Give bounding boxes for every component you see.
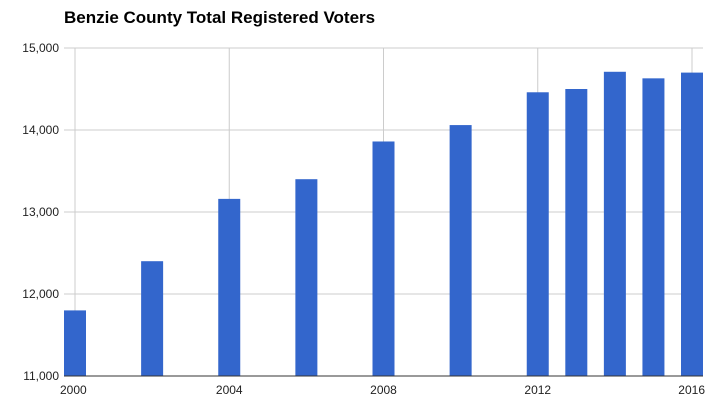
x-tick-label: 2000 [60, 383, 87, 397]
bar-2010 [449, 125, 472, 376]
x-tick-label: 2012 [524, 383, 551, 397]
y-tick-label: 15,000 [22, 41, 59, 55]
bar-2004 [218, 198, 241, 376]
bar-2014 [603, 71, 626, 376]
bar-2016 [681, 72, 703, 376]
y-tick-label: 11,000 [23, 369, 59, 383]
y-tick-label: 12,000 [22, 287, 59, 301]
y-tick-label: 13,000 [22, 205, 59, 219]
bar-2008 [372, 141, 395, 376]
bar-2012 [526, 92, 549, 376]
x-tick-label: 2008 [370, 383, 397, 397]
y-tick-label: 14,000 [22, 123, 59, 137]
chart-title: Benzie County Total Registered Voters [64, 8, 376, 27]
bar-2006 [295, 179, 318, 376]
x-tick-label: 2016 [678, 383, 705, 397]
bar-2013 [565, 89, 588, 376]
x-tick-label: 2004 [216, 383, 243, 397]
bar-2015 [642, 78, 665, 376]
bars [64, 71, 703, 376]
bar-2002 [141, 261, 164, 376]
bar-2000 [64, 310, 86, 376]
tick-labels: 11,000 12,000 13,000 14,000 15,000 2000 2004 20… [22, 41, 705, 397]
